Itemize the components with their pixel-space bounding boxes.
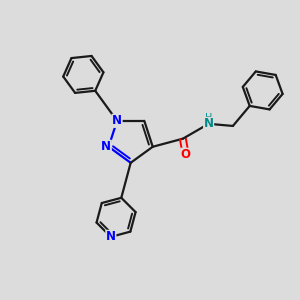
Text: N: N bbox=[106, 230, 116, 243]
Text: N: N bbox=[112, 114, 122, 127]
Text: H: H bbox=[205, 113, 212, 124]
Text: N: N bbox=[204, 117, 214, 130]
Text: O: O bbox=[181, 148, 191, 161]
Text: N: N bbox=[101, 140, 111, 153]
